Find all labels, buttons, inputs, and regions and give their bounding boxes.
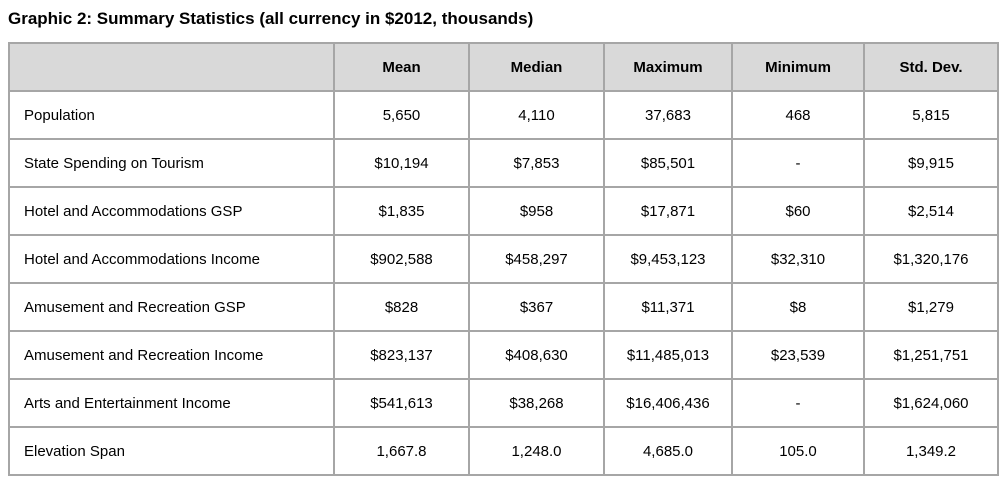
cell-value: 4,685.0 xyxy=(603,426,733,476)
cell-value: 5,815 xyxy=(863,90,999,140)
cell-value: 4,110 xyxy=(468,90,605,140)
row-label-column-header xyxy=(8,42,335,92)
table-header-row: Mean Median Maximum Minimum Std. Dev. xyxy=(8,42,999,92)
cell-value: $9,915 xyxy=(863,138,999,188)
cell-value: $1,279 xyxy=(863,282,999,332)
cell-value: $17,871 xyxy=(603,186,733,236)
cell-value: $16,406,436 xyxy=(603,378,733,428)
cell-value: $23,539 xyxy=(731,330,865,380)
cell-value: 1,349.2 xyxy=(863,426,999,476)
cell-value: $828 xyxy=(333,282,470,332)
cell-value: 105.0 xyxy=(731,426,865,476)
table-row: Amusement and Recreation GSP $828 $367 $11,… xyxy=(8,282,999,332)
row-label: Hotel and Accommodations GSP xyxy=(8,186,335,236)
table-row: State Spending on Tourism $10,194 $7,853 $8… xyxy=(8,138,999,188)
table-row: Hotel and Accommodations GSP $1,835 $958 $1… xyxy=(8,186,999,236)
column-header: Mean xyxy=(333,42,470,92)
summary-statistics-table: Mean Median Maximum Minimum Std. Dev. Popula… xyxy=(8,42,999,476)
table-row: Elevation Span 1,667.8 1,248.0 4,685.0 105.0… xyxy=(8,426,999,476)
column-header: Std. Dev. xyxy=(863,42,999,92)
table-row: Arts and Entertainment Income $541,613 $38… xyxy=(8,378,999,428)
cell-value: $85,501 xyxy=(603,138,733,188)
cell-value: $902,588 xyxy=(333,234,470,284)
cell-value: $408,630 xyxy=(468,330,605,380)
cell-value: $11,485,013 xyxy=(603,330,733,380)
cell-value: $38,268 xyxy=(468,378,605,428)
page-title: Graphic 2: Summary Statistics (all curre… xyxy=(8,9,534,28)
row-label: Hotel and Accommodations Income xyxy=(8,234,335,284)
cell-value: $1,624,060 xyxy=(863,378,999,428)
cell-value: $367 xyxy=(468,282,605,332)
cell-value: $458,297 xyxy=(468,234,605,284)
cell-value: 5,650 xyxy=(333,90,470,140)
column-header: Median xyxy=(468,42,605,92)
cell-value: $7,853 xyxy=(468,138,605,188)
cell-value: - xyxy=(731,138,865,188)
cell-value: 1,667.8 xyxy=(333,426,470,476)
cell-value: $541,613 xyxy=(333,378,470,428)
cell-value: $9,453,123 xyxy=(603,234,733,284)
row-label: Population xyxy=(8,90,335,140)
row-label: Amusement and Recreation GSP xyxy=(8,282,335,332)
column-header: Maximum xyxy=(603,42,733,92)
row-label: Amusement and Recreation Income xyxy=(8,330,335,380)
cell-value: $10,194 xyxy=(333,138,470,188)
cell-value: - xyxy=(731,378,865,428)
row-label: Arts and Entertainment Income xyxy=(8,378,335,428)
cell-value: $8 xyxy=(731,282,865,332)
cell-value: $1,835 xyxy=(333,186,470,236)
cell-value: $2,514 xyxy=(863,186,999,236)
table-row: Population 5,650 4,110 37,683 468 5,815 xyxy=(8,90,999,140)
cell-value: 468 xyxy=(731,90,865,140)
cell-value: $1,251,751 xyxy=(863,330,999,380)
cell-value: $958 xyxy=(468,186,605,236)
row-label: Elevation Span xyxy=(8,426,335,476)
table-row: Amusement and Recreation Income $823,137 $… xyxy=(8,330,999,380)
table-body: Population 5,650 4,110 37,683 468 5,815 State … xyxy=(8,90,999,476)
cell-value: $32,310 xyxy=(731,234,865,284)
cell-value: 1,248.0 xyxy=(468,426,605,476)
row-label: State Spending on Tourism xyxy=(8,138,335,188)
cell-value: $60 xyxy=(731,186,865,236)
table-row: Hotel and Accommodations Income $902,588 $… xyxy=(8,234,999,284)
cell-value: $1,320,176 xyxy=(863,234,999,284)
cell-value: 37,683 xyxy=(603,90,733,140)
table-header: Mean Median Maximum Minimum Std. Dev. xyxy=(8,42,999,92)
cell-value: $823,137 xyxy=(333,330,470,380)
cell-value: $11,371 xyxy=(603,282,733,332)
column-header: Minimum xyxy=(731,42,865,92)
